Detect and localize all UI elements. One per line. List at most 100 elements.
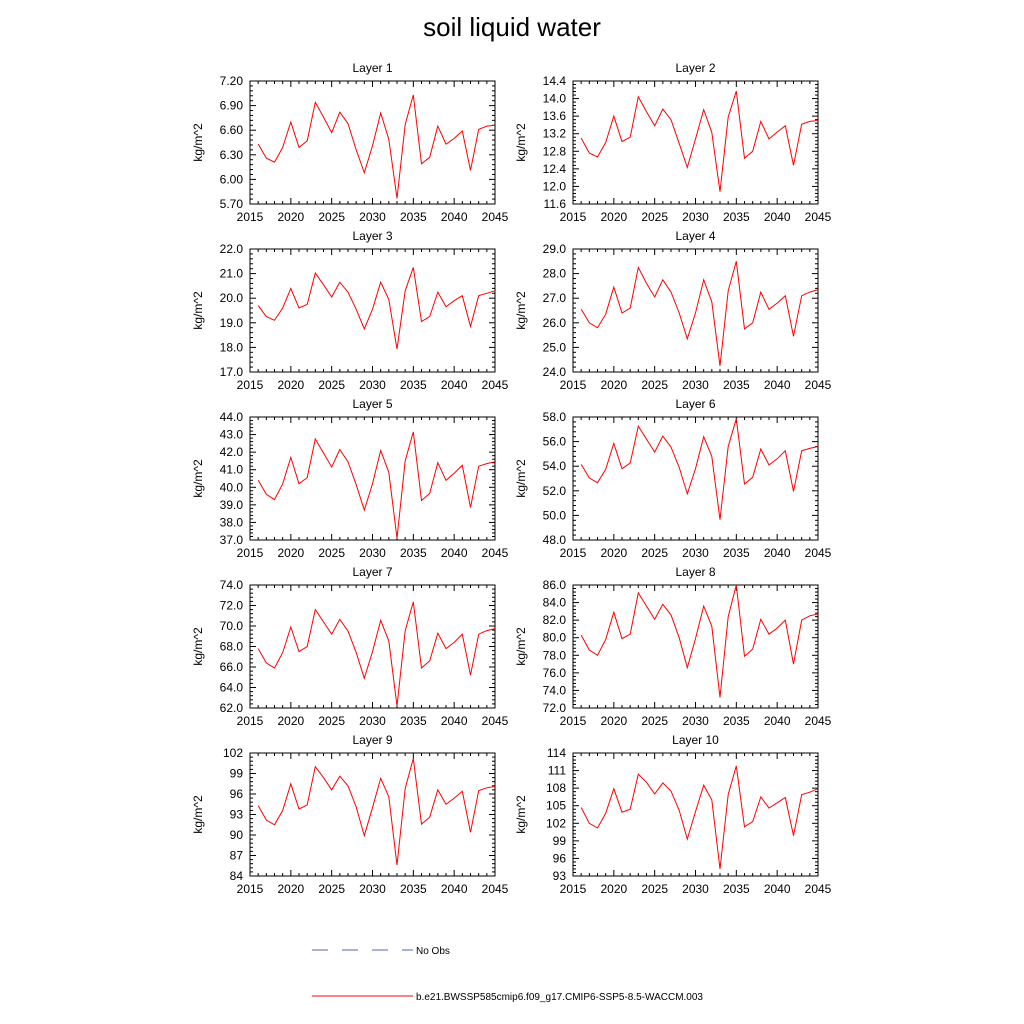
y-tick-label: 22.0 [220, 242, 244, 256]
x-tick-label: 2045 [805, 210, 832, 224]
x-tick-label: 2020 [277, 378, 304, 392]
x-tick-label: 2030 [359, 882, 386, 896]
panel-title: Layer 4 [675, 229, 715, 243]
y-tick-label: 13.2 [543, 127, 567, 141]
plot-frame [572, 584, 819, 709]
y-tick-label: 41.0 [220, 463, 244, 477]
x-tick-label: 2040 [764, 210, 791, 224]
x-tick-label: 2035 [723, 714, 750, 728]
y-tick-label: 74.0 [543, 683, 567, 697]
x-tick-label: 2015 [237, 210, 264, 224]
y-tick-label: 40.0 [220, 480, 244, 494]
x-tick-label: 2035 [400, 210, 427, 224]
x-tick-label: 2045 [805, 378, 832, 392]
x-tick-label: 2020 [600, 210, 627, 224]
y-tick-label: 27.0 [543, 291, 567, 305]
y-tick-label: 14.4 [543, 74, 567, 88]
y-tick-label: 24.0 [543, 365, 567, 379]
y-tick-label: 76.0 [543, 666, 567, 680]
x-tick-label: 2020 [277, 714, 304, 728]
y-tick-label: 52.0 [543, 484, 567, 498]
y-tick-label: 99 [230, 767, 244, 781]
x-tick-label: 2030 [359, 714, 386, 728]
panel-title: Layer 5 [352, 397, 392, 411]
y-tick-label: 38.0 [220, 515, 244, 529]
panel-layer-5: Layer 5 2015 2020 2025 2030 2035 2040 2045 37.0 3… [191, 397, 509, 560]
x-tick-label: 2025 [318, 210, 345, 224]
y-tick-label: 86.0 [543, 578, 567, 592]
x-tick-label: 2030 [359, 378, 386, 392]
x-tick-label: 2015 [560, 546, 587, 560]
y-tick-label: 39.0 [220, 498, 244, 512]
y-tick-label: 93 [230, 808, 244, 822]
series-line [257, 601, 496, 706]
x-tick-label: 2030 [682, 882, 709, 896]
x-tick-label: 2035 [400, 546, 427, 560]
chart-title: soil liquid water [423, 12, 601, 42]
y-tick-label: 7.20 [220, 74, 244, 88]
x-tick-label: 2045 [482, 210, 509, 224]
y-tick-label: 6.30 [220, 148, 244, 162]
x-tick-label: 2020 [600, 546, 627, 560]
x-tick-label: 2020 [277, 546, 304, 560]
y-tick-label: 12.4 [543, 162, 567, 176]
panel-layer-8: Layer 8 2015 2020 2025 2030 2035 2040 2045 72.0 7… [514, 565, 832, 728]
panel-title: Layer 1 [352, 61, 392, 75]
x-tick-label: 2040 [764, 546, 791, 560]
y-axis-label: kg/m^2 [191, 291, 205, 330]
y-tick-label: 6.60 [220, 123, 244, 137]
series-line [580, 90, 819, 192]
y-tick-label: 18.0 [220, 340, 244, 354]
series-line [580, 765, 819, 870]
y-tick-label: 102 [546, 816, 566, 830]
y-tick-label: 12.0 [543, 179, 567, 193]
y-tick-label: 44.0 [220, 410, 244, 424]
plot-frame [249, 584, 496, 709]
legend-model-label: b.e21.BWSSP585cmip6.f09_g17.CMIP6-SSP5-8… [416, 992, 703, 1003]
y-tick-label: 99 [553, 834, 567, 848]
y-tick-label: 62.0 [220, 701, 244, 715]
x-tick-label: 2040 [764, 882, 791, 896]
y-tick-label: 102 [223, 746, 243, 760]
x-tick-label: 2035 [723, 546, 750, 560]
panel-title: Layer 3 [352, 229, 392, 243]
y-tick-label: 90 [230, 828, 244, 842]
y-tick-label: 96 [230, 787, 244, 801]
panel-layer-4: Layer 4 2015 2020 2025 2030 2035 2040 2045 24.0 2… [514, 229, 832, 392]
x-tick-label: 2040 [441, 882, 468, 896]
x-tick-label: 2020 [277, 882, 304, 896]
y-tick-label: 20.0 [220, 291, 244, 305]
y-tick-label: 108 [546, 781, 566, 795]
x-tick-label: 2030 [682, 210, 709, 224]
x-tick-label: 2035 [400, 378, 427, 392]
y-tick-label: 93 [553, 869, 567, 883]
plot-frame [572, 416, 819, 541]
x-tick-label: 2045 [482, 882, 509, 896]
y-tick-label: 26.0 [543, 316, 567, 330]
x-tick-label: 2025 [641, 546, 668, 560]
panel-layer-1: Layer 1 2015 2020 2025 2030 2035 2040 2045 5.70 6… [191, 61, 509, 224]
y-axis-label: kg/m^2 [514, 459, 528, 498]
x-tick-label: 2040 [441, 714, 468, 728]
y-axis-label: kg/m^2 [191, 459, 205, 498]
x-tick-label: 2020 [600, 882, 627, 896]
x-tick-label: 2035 [400, 882, 427, 896]
x-tick-label: 2020 [600, 378, 627, 392]
x-tick-label: 2015 [560, 210, 587, 224]
y-tick-label: 72.0 [220, 599, 244, 613]
legend: No Obs b.e21.BWSSP585cmip6.f09_g17.CMIP6-… [312, 946, 703, 1003]
series-line [257, 267, 496, 350]
y-tick-label: 14.0 [543, 92, 567, 106]
panel-layer-6: Layer 6 2015 2020 2025 2030 2035 2040 2045 48.0 5… [514, 397, 832, 560]
y-tick-label: 48.0 [543, 533, 567, 547]
y-tick-label: 111 [548, 764, 567, 778]
x-tick-label: 2035 [400, 714, 427, 728]
x-tick-label: 2035 [723, 210, 750, 224]
y-axis-label: kg/m^2 [191, 795, 205, 834]
panel-layer-7: Layer 7 2015 2020 2025 2030 2035 2040 2045 62.0 6… [191, 565, 509, 728]
panel-title: Layer 2 [675, 61, 715, 75]
y-tick-label: 25.0 [543, 340, 567, 354]
plot-frame [249, 752, 496, 877]
y-tick-label: 21.0 [220, 267, 244, 281]
y-tick-label: 114 [547, 746, 566, 760]
